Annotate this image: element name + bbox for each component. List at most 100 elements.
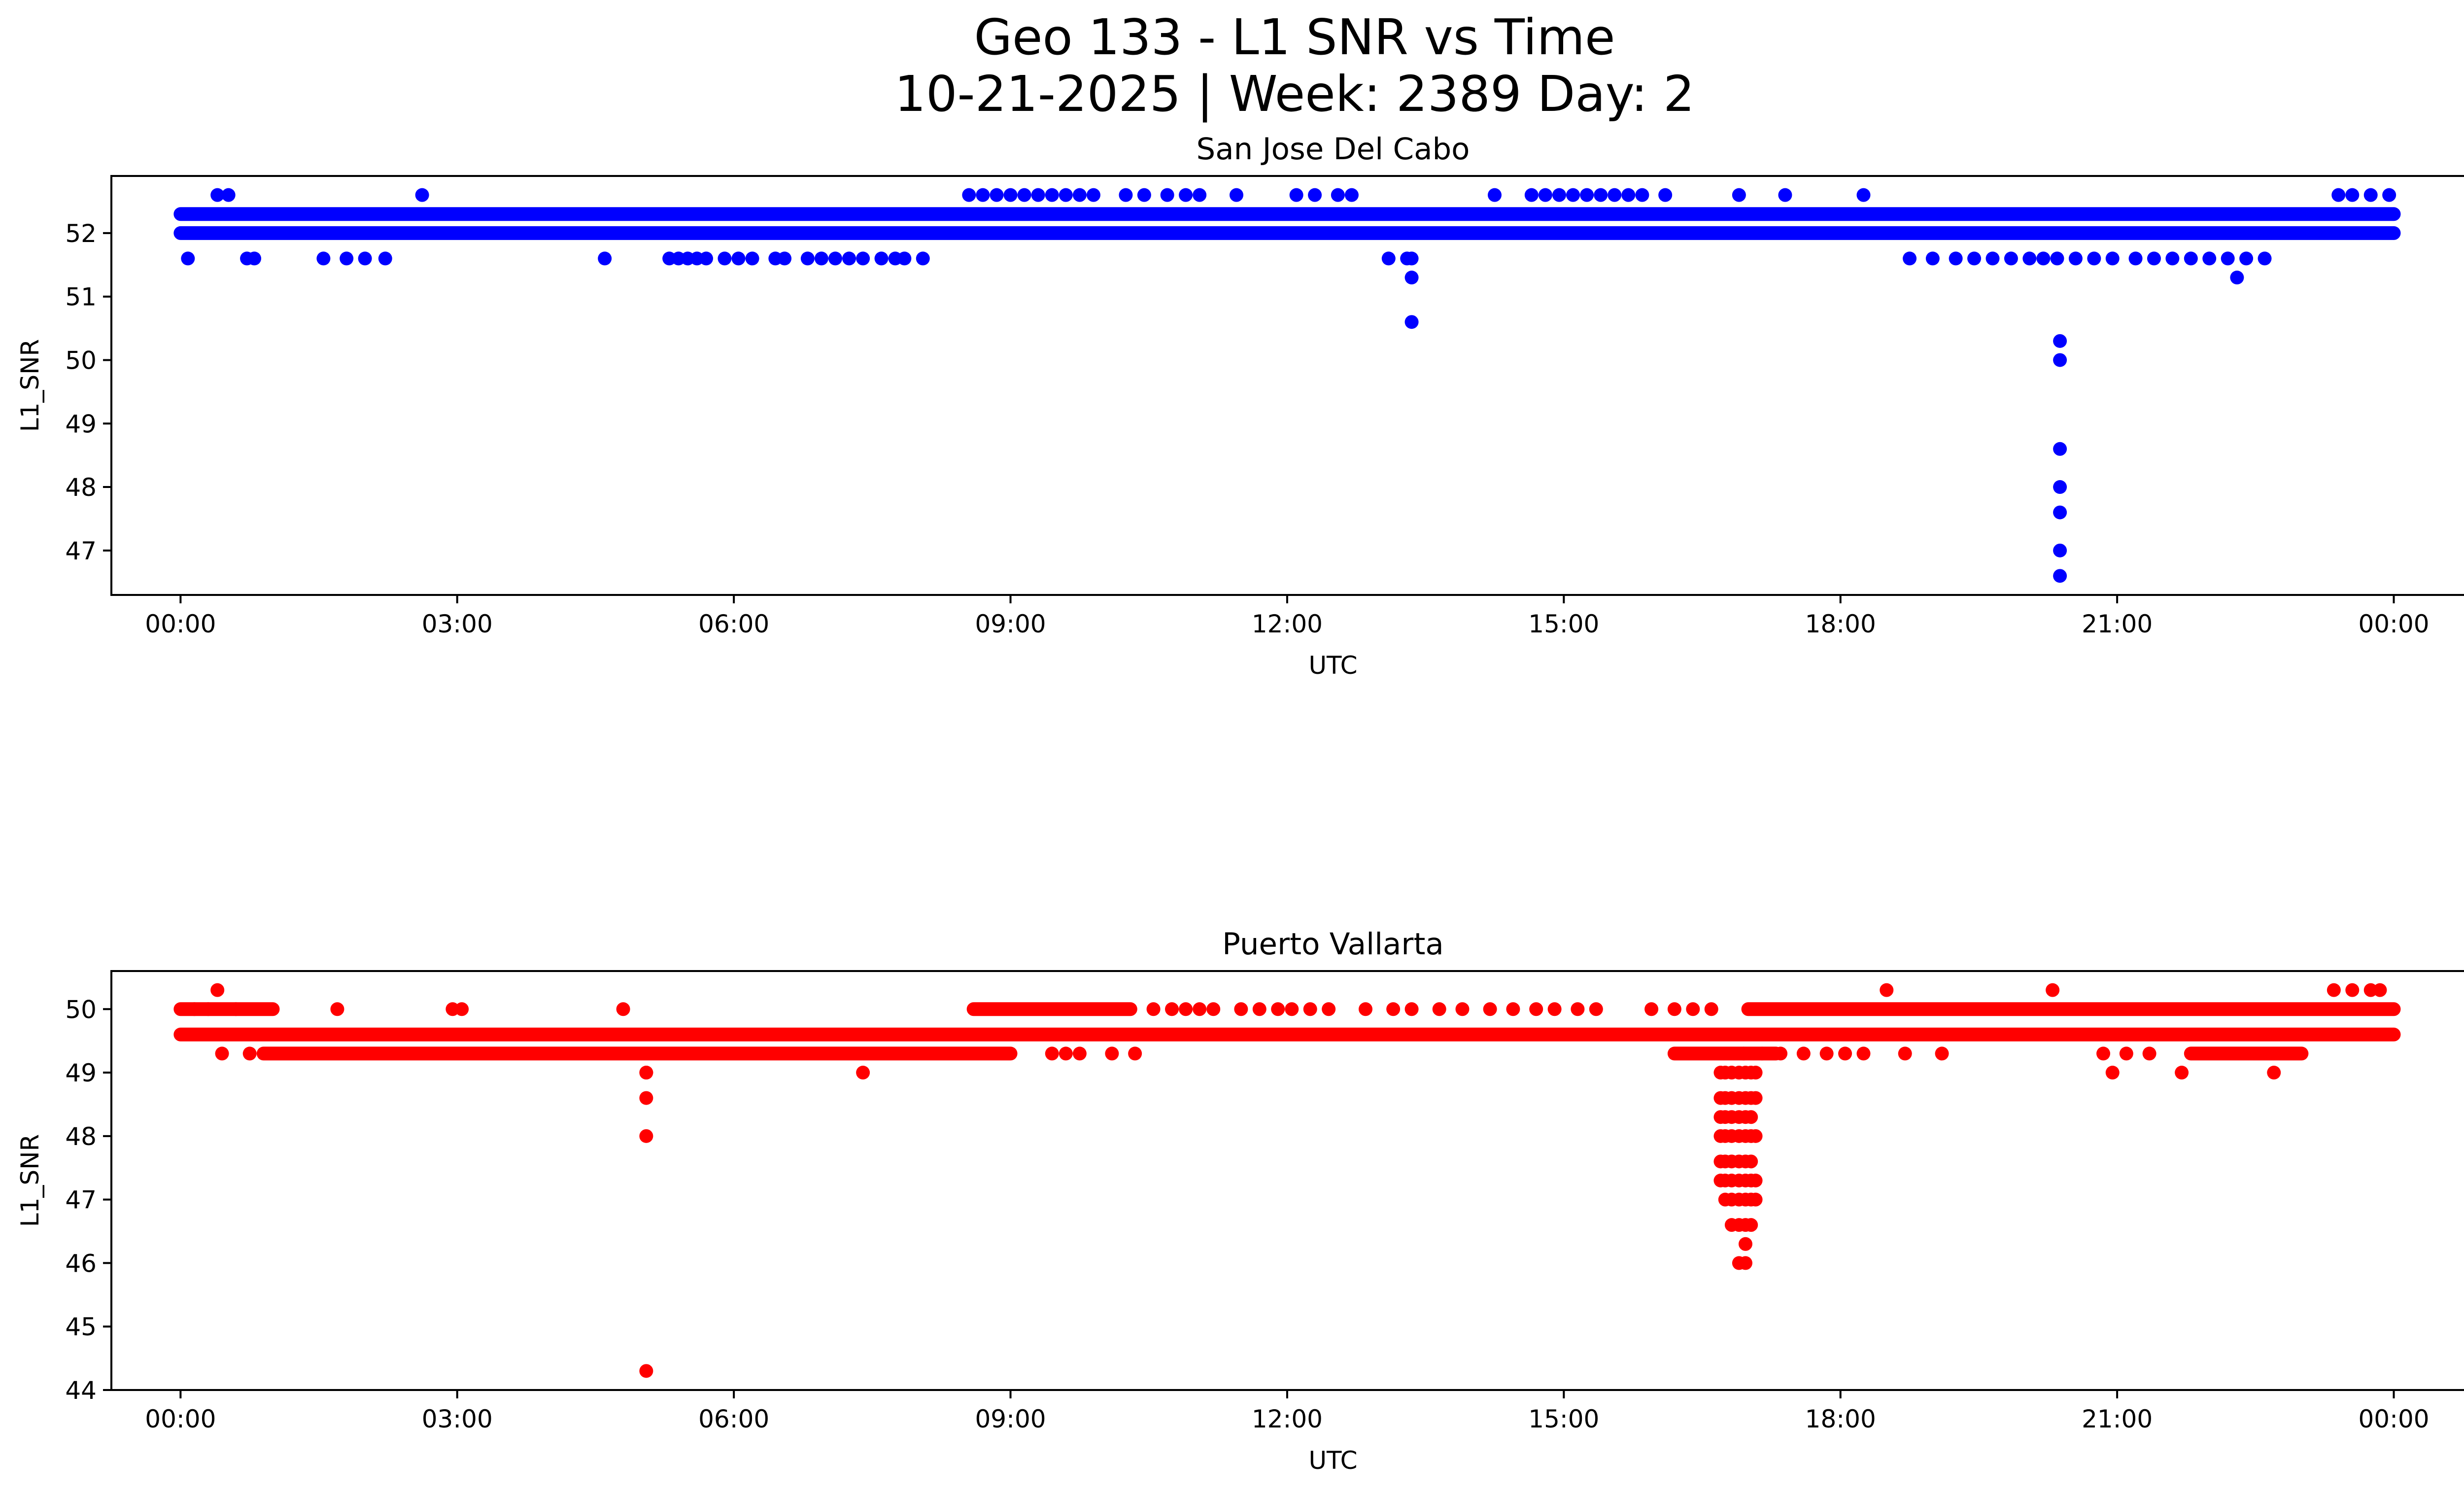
data-point: [1331, 188, 1345, 202]
data-point: [2087, 251, 2101, 266]
data-point: [1344, 188, 1359, 202]
data-point: [814, 251, 828, 266]
data-point: [1732, 188, 1746, 202]
data-point: [976, 188, 990, 202]
data-point: [2221, 251, 2235, 266]
data-point: [1985, 251, 2000, 266]
data-point: [316, 251, 331, 266]
data-point: [639, 1129, 653, 1143]
data-point: [1165, 1002, 1179, 1016]
data-point: [1322, 1002, 1336, 1016]
data-point: [2382, 188, 2396, 202]
y-tick-label: 50: [65, 995, 97, 1024]
data-point: [1748, 1192, 1763, 1207]
data-point: [1524, 188, 1539, 202]
data-point: [990, 188, 1004, 202]
data-point: [1880, 983, 1894, 997]
data-point: [378, 251, 392, 266]
figure-title-line1: Geo 133 - L1 SNR vs Time: [974, 8, 1615, 66]
data-point: [1838, 1046, 1852, 1061]
data-point: [1404, 271, 1419, 285]
data-point: [2105, 251, 2120, 266]
plot-frame: [110, 175, 2464, 596]
data-point: [2036, 251, 2051, 266]
data-point: [2147, 251, 2161, 266]
data-point: [2053, 353, 2067, 367]
data-point: [1935, 1046, 1949, 1061]
data-point: [1949, 251, 1963, 266]
data-point: [1819, 1046, 1834, 1061]
data-point: [856, 1066, 870, 1080]
data-point: [2202, 251, 2217, 266]
point-band: [966, 1002, 1137, 1016]
data-point: [1552, 188, 1566, 202]
data-point: [1778, 188, 1792, 202]
data-point: [1487, 188, 1502, 202]
data-point: [2022, 251, 2037, 266]
data-point: [1903, 251, 1917, 266]
data-point: [616, 1002, 630, 1016]
data-point: [639, 1066, 653, 1080]
data-point: [201, 1002, 215, 1016]
x-tick-label: 09:00: [975, 610, 1046, 638]
data-point: [2184, 251, 2198, 266]
data-point: [2053, 543, 2067, 557]
data-point: [2004, 251, 2018, 266]
data-point: [1146, 1002, 1161, 1016]
data-point: [1285, 1002, 1299, 1016]
x-axis-label: UTC: [1308, 1446, 1357, 1475]
data-point: [1137, 188, 1151, 202]
x-tick-label: 12:00: [1252, 610, 1323, 638]
data-point: [1748, 1129, 1763, 1143]
data-point: [1686, 1002, 1700, 1016]
data-point: [962, 188, 976, 202]
data-point: [1271, 1002, 1285, 1016]
point-band: [1667, 1046, 1783, 1061]
data-point: [1967, 251, 1982, 266]
x-tick-label: 15:00: [1528, 1405, 1599, 1433]
data-point: [1303, 1002, 1317, 1016]
data-point: [1017, 188, 1031, 202]
x-axis-label: UTC: [1308, 651, 1357, 680]
data-point: [210, 983, 225, 997]
data-point: [2046, 983, 2060, 997]
scatter-points: [173, 188, 2401, 583]
data-point: [340, 251, 354, 266]
point-band: [256, 1046, 1018, 1061]
y-tick-label: 52: [65, 219, 97, 248]
data-point: [1432, 1002, 1446, 1016]
data-point: [1748, 1091, 1763, 1105]
data-point: [1128, 1046, 1142, 1061]
x-tick-label: 06:00: [698, 1405, 769, 1433]
data-point: [1529, 1002, 1543, 1016]
data-point: [2175, 1066, 2189, 1080]
data-point: [1580, 188, 1594, 202]
data-point: [2327, 983, 2341, 997]
y-tick-label: 48: [65, 1122, 97, 1151]
data-point: [1404, 1002, 1419, 1016]
data-point: [2345, 188, 2360, 202]
data-point: [2258, 251, 2272, 266]
x-tick-label: 18:00: [1805, 610, 1876, 638]
data-point: [1755, 1046, 1769, 1061]
y-tick-label: 51: [65, 283, 97, 312]
panel-title: Puerto Vallarta: [1222, 927, 1444, 962]
point-band: [1741, 1002, 2401, 1016]
x-tick-label: 18:00: [1805, 1405, 1876, 1433]
data-point: [1744, 1110, 1758, 1124]
y-tick-label: 44: [65, 1376, 97, 1405]
data-point: [455, 1002, 469, 1016]
y-axis-label: L1_SNR: [16, 1134, 44, 1227]
data-point: [1404, 315, 1419, 329]
data-point: [2373, 983, 2387, 997]
data-point: [1748, 1066, 1763, 1080]
data-point: [639, 1091, 653, 1105]
panel-title: San Jose Del Cabo: [1196, 132, 1470, 167]
data-point: [1230, 188, 1244, 202]
data-point: [1072, 188, 1087, 202]
data-point: [215, 1046, 229, 1061]
data-point: [1856, 188, 1871, 202]
y-tick-label: 49: [65, 1059, 97, 1087]
data-point: [745, 251, 759, 266]
x-tick-label: 00:00: [145, 610, 216, 638]
